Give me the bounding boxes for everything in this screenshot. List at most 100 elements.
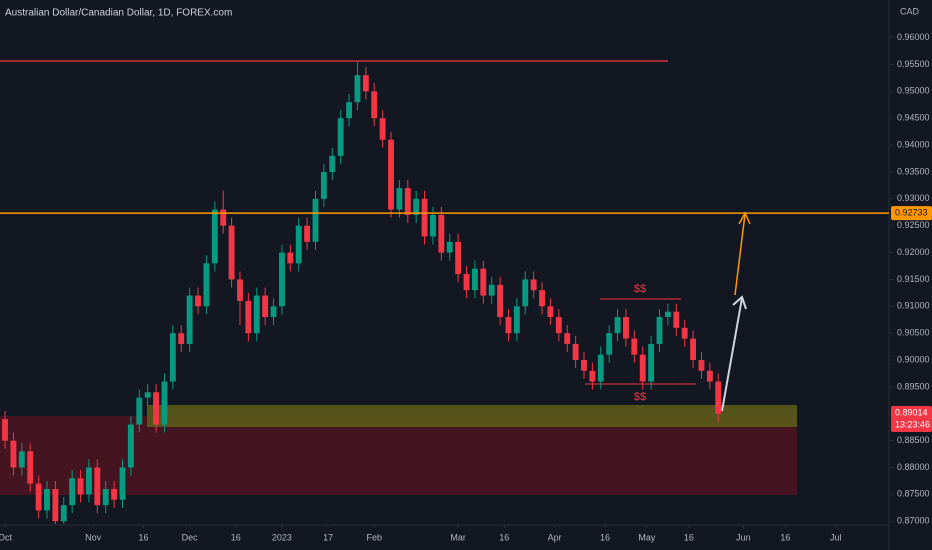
y-tick-label: 0.88000: [897, 462, 930, 472]
candle-body: [396, 188, 403, 210]
candle-body: [111, 488, 118, 500]
candle-body: [60, 505, 67, 522]
y-tick-label: 0.87500: [897, 489, 930, 499]
x-tick-label: 16: [780, 532, 790, 542]
candle-body: [346, 102, 352, 119]
x-tick-label: 17: [323, 532, 333, 542]
candle-body: [530, 279, 537, 291]
x-tick-label: May: [638, 532, 656, 542]
candle-body: [421, 198, 428, 237]
candle-body: [463, 274, 470, 291]
candle-body: [631, 338, 638, 355]
y-tick-label: 0.91500: [897, 274, 930, 284]
candle-body: [10, 440, 17, 468]
candle-body: [597, 354, 604, 382]
last-price-box: [891, 406, 932, 433]
candle-body: [446, 241, 453, 253]
candle-body: [287, 252, 294, 264]
y-tick-label: 0.90500: [897, 328, 930, 338]
candle-body: [127, 424, 134, 468]
candle-body: [44, 488, 50, 511]
x-tick-label: Mar: [450, 532, 466, 542]
y-tick-label: 0.94000: [897, 139, 930, 149]
candle-body: [211, 209, 218, 264]
candle-body: [2, 419, 8, 441]
candle-body: [52, 488, 59, 522]
candle-body: [337, 118, 344, 156]
candle-body: [698, 360, 705, 371]
x-tick-label: 16: [600, 532, 610, 542]
candle-body: [237, 279, 243, 301]
x-tick-label: Feb: [366, 532, 382, 542]
candle-body: [35, 483, 42, 511]
candle-body: [94, 467, 101, 506]
candle-body: [312, 198, 319, 242]
candle-body: [513, 306, 520, 334]
candle-body: [564, 333, 571, 344]
y-tick-label: 0.90000: [897, 354, 930, 364]
y-tick-label: 0.92000: [897, 247, 930, 257]
y-tick-label: 0.89500: [897, 381, 930, 391]
candle-body: [186, 295, 193, 344]
candle-body: [295, 225, 302, 264]
candle-body: [304, 225, 311, 242]
y-tick-label: 0.87000: [897, 516, 930, 526]
x-tick-label: Oct: [0, 532, 13, 542]
candle-body: [639, 354, 646, 382]
y-tick-label: 0.94500: [897, 113, 930, 123]
candle-body: [606, 333, 613, 355]
x-tick-label: Dec: [182, 532, 199, 542]
candle-body: [690, 338, 697, 361]
candle-body: [715, 381, 722, 414]
candle-body: [614, 317, 621, 334]
candle-body: [18, 451, 25, 468]
y-tick-label: 0.91000: [897, 301, 930, 311]
last-price-label: 0.89014: [895, 407, 928, 417]
countdown-label: 13:23:46: [895, 419, 930, 429]
candle-body: [471, 268, 478, 291]
y-tick-label: 0.93500: [897, 166, 930, 176]
candle-body: [430, 214, 436, 237]
x-tick-label: Jul: [830, 532, 842, 542]
candle-body: [354, 75, 361, 103]
candle-body: [86, 467, 92, 495]
candle-body: [228, 225, 235, 280]
candle-body: [522, 279, 529, 307]
candle-body: [253, 295, 260, 334]
candle-body: [178, 333, 185, 344]
candle-body: [539, 290, 545, 307]
arrow: [734, 213, 746, 296]
candle-body: [245, 300, 252, 334]
candle-body: [262, 295, 269, 318]
y-tick-label: 0.96000: [897, 32, 930, 42]
candle-body: [673, 311, 680, 328]
candle-body: [320, 171, 327, 199]
candle-body: [362, 75, 369, 92]
candle-body: [581, 360, 587, 371]
candle-body: [169, 333, 176, 382]
x-tick-label: 16: [499, 532, 509, 542]
candle-body: [102, 488, 109, 506]
candle-body: [371, 91, 378, 119]
x-tick-label: Jun: [736, 532, 751, 542]
x-tick-label: 2023: [272, 532, 292, 542]
candle-body: [488, 284, 495, 296]
candle-body: [547, 306, 554, 318]
candle-body: [706, 370, 713, 382]
candle-body: [555, 317, 562, 334]
marks: [2, 61, 722, 524]
arrow: [721, 297, 743, 412]
candle-body: [664, 311, 671, 318]
candle-body: [203, 263, 210, 307]
chart-title: Australian Dollar/Canadian Dollar, 1D, F…: [5, 8, 232, 19]
candle-body: [144, 392, 151, 398]
candle-body: [161, 381, 168, 425]
y-tick-label: 0.95000: [897, 86, 930, 96]
annotation: $$: [634, 283, 646, 295]
candle-body: [388, 139, 394, 210]
candle-body: [480, 268, 487, 296]
price-line-label: 0.92733: [895, 208, 928, 218]
x-tick-label: 16: [684, 532, 694, 542]
candle-body: [69, 478, 76, 506]
